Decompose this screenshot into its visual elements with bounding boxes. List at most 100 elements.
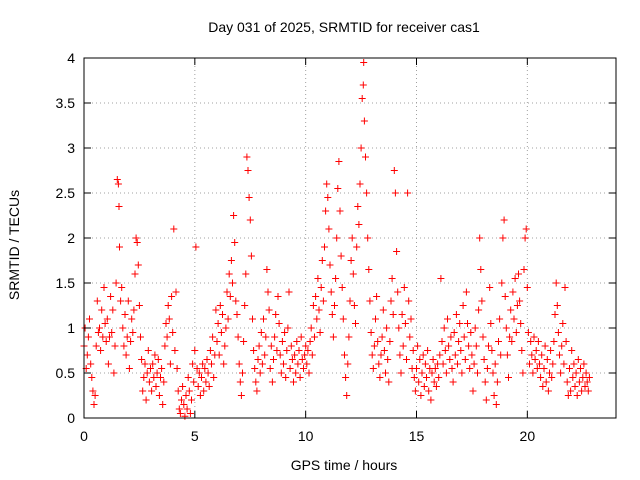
y-tick-label: 1.5: [56, 275, 76, 291]
data-point: [284, 324, 292, 332]
data-point: [550, 338, 558, 345]
data-point: [538, 351, 546, 359]
data-point: [337, 252, 345, 260]
data-point: [461, 356, 469, 363]
data-point: [128, 315, 136, 323]
data-point: [99, 333, 107, 341]
x-tick-labels: 0 5 10 15 20: [80, 428, 535, 444]
data-point: [184, 374, 192, 381]
data-point: [417, 392, 425, 399]
data-point: [559, 320, 567, 327]
data-point: [551, 311, 559, 318]
data-point: [240, 338, 248, 345]
y-tick-labels: 0 0.5 1 1.5 2 2.5 3 3.5 4: [56, 50, 76, 426]
data-point: [303, 360, 311, 368]
data-point: [155, 392, 163, 399]
data-point: [173, 365, 181, 372]
data-point: [496, 315, 504, 323]
data-point: [288, 356, 296, 363]
data-point: [451, 351, 459, 359]
grid-lines: [84, 58, 616, 418]
data-point: [214, 320, 222, 327]
data-point: [359, 81, 367, 89]
data-point: [286, 365, 294, 372]
data-point: [168, 293, 176, 300]
data-point: [362, 153, 369, 161]
data-point: [220, 360, 228, 368]
data-point: [143, 369, 151, 377]
data-point: [471, 324, 479, 332]
data-point: [178, 396, 185, 404]
data-point: [144, 347, 152, 354]
data-point: [389, 311, 397, 318]
y-tick-label: 1: [67, 320, 75, 336]
data-point: [243, 153, 251, 161]
data-point: [529, 369, 537, 377]
data-point: [318, 257, 326, 264]
data-point: [428, 369, 436, 377]
data-point: [161, 342, 169, 350]
x-tick-label: 0: [80, 428, 88, 444]
data-point: [352, 320, 359, 327]
data-point: [186, 410, 194, 417]
data-point: [342, 374, 350, 381]
data-point: [307, 324, 315, 332]
data-point: [251, 365, 259, 372]
data-point: [86, 315, 93, 323]
data-point: [493, 378, 501, 386]
data-point: [561, 284, 569, 291]
data-point: [534, 338, 542, 345]
data-point: [221, 342, 229, 350]
x-axis-label: GPS time / hours: [291, 457, 398, 473]
data-point: [446, 356, 454, 363]
data-point: [365, 266, 373, 273]
data-point: [260, 315, 267, 323]
data-point: [117, 297, 125, 305]
y-tick-label: 3.5: [56, 95, 76, 111]
data-point: [585, 374, 593, 381]
data-point: [482, 396, 490, 404]
data-point: [100, 284, 108, 291]
data-point: [262, 333, 270, 341]
data-point: [515, 270, 522, 278]
data-point: [363, 189, 371, 197]
data-points: [80, 59, 593, 420]
data-point: [447, 333, 455, 341]
data-point: [278, 338, 286, 345]
data-point: [91, 392, 99, 399]
data-point: [521, 234, 529, 242]
data-point: [345, 333, 353, 341]
data-point: [349, 270, 357, 278]
data-point: [125, 365, 133, 372]
data-point: [231, 239, 239, 246]
data-point: [409, 347, 417, 354]
data-point: [571, 383, 579, 390]
data-point: [325, 225, 333, 233]
data-point: [109, 306, 117, 314]
data-point: [198, 374, 205, 381]
data-point: [169, 329, 177, 336]
y-tick-label: 3: [67, 140, 75, 156]
data-point: [298, 356, 306, 363]
data-point: [502, 324, 510, 332]
data-point: [367, 329, 375, 336]
data-point: [348, 234, 356, 242]
data-point: [193, 365, 201, 372]
data-point: [153, 369, 161, 377]
data-point: [548, 374, 556, 381]
data-point: [353, 243, 361, 251]
data-point: [507, 306, 515, 314]
data-point: [89, 387, 97, 395]
data-point: [460, 333, 468, 341]
data-point: [149, 360, 157, 368]
data-point: [266, 365, 274, 372]
data-point: [526, 360, 533, 368]
data-point: [157, 374, 164, 381]
data-point: [273, 347, 281, 354]
data-point: [378, 333, 386, 341]
data-point: [215, 351, 223, 359]
data-point: [467, 329, 475, 336]
data-point: [305, 369, 313, 377]
data-point: [132, 234, 140, 242]
